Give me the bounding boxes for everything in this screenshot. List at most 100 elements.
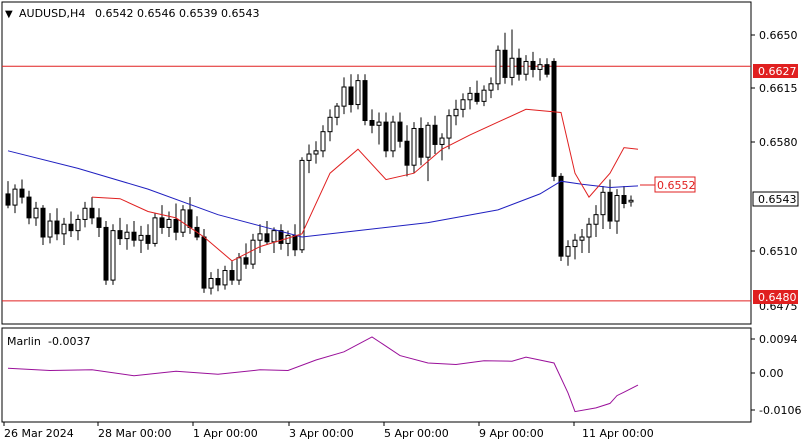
indicator-panel-frame — [1, 327, 752, 423]
upper-level-label: 0.6627 — [758, 65, 797, 78]
candle-body — [138, 234, 144, 241]
candle-body — [530, 60, 536, 70]
candle-body — [383, 121, 389, 152]
candle-body — [19, 188, 25, 198]
candle-body — [334, 105, 340, 118]
ma-callout-box — [654, 176, 696, 193]
candle-body — [579, 236, 585, 241]
symbol-label: AUDUSD,H4 — [19, 7, 85, 20]
candle-body — [159, 217, 165, 228]
candle-body — [215, 278, 221, 286]
lower-level-label-box — [753, 290, 798, 304]
candle-body — [75, 218, 81, 232]
candle-body — [110, 230, 116, 281]
candle-body — [593, 214, 599, 225]
candle-body — [411, 127, 417, 166]
time-label: 11 Apr 00:00 — [582, 427, 654, 440]
candle-body — [33, 207, 39, 219]
candle-body — [425, 124, 431, 158]
candle-body — [306, 153, 312, 161]
candle-body — [40, 207, 46, 238]
price-panel-frame — [1, 1, 752, 325]
ohlc-low: 0.6539 — [179, 7, 218, 20]
candle-body — [453, 108, 459, 117]
current-price-label-box — [752, 191, 799, 207]
candle-body — [166, 218, 172, 228]
candle-body — [502, 49, 508, 78]
candle-body — [467, 92, 473, 101]
candle-body — [285, 234, 291, 244]
indicator-tick: -0.0106 — [759, 404, 801, 417]
candle-body — [614, 195, 620, 222]
candle-body — [222, 270, 228, 286]
time-label: 5 Apr 00:00 — [384, 427, 449, 440]
price-tick: 0.6510 — [759, 245, 798, 258]
candle-body — [537, 64, 543, 70]
price-tick: 0.6615 — [759, 82, 798, 95]
candle-body — [201, 236, 207, 289]
candle-body — [103, 226, 109, 281]
time-axis: 26 Mar 2024 28 Mar 00:00 1 Apr 00:00 3 A… — [3, 422, 654, 440]
candle-body — [348, 86, 354, 106]
moving-average-blue — [7, 150, 639, 238]
candle-body — [180, 209, 186, 233]
candle-body — [558, 175, 564, 257]
candle-body — [236, 257, 242, 281]
candle-body — [131, 231, 137, 241]
candle-body — [586, 223, 592, 238]
candle-body — [264, 233, 270, 243]
candle-body — [187, 209, 193, 228]
candle-body — [292, 234, 298, 251]
candle-body — [628, 199, 634, 203]
candle-body — [5, 193, 11, 206]
time-label: 1 Apr 00:00 — [193, 427, 258, 440]
moving-average-red — [91, 108, 639, 262]
time-label: 28 Mar 00:00 — [98, 427, 171, 440]
upper-level-label-box — [753, 64, 798, 78]
candle-body — [600, 191, 606, 216]
candle-body — [82, 207, 88, 220]
candle-body — [551, 60, 557, 177]
candle-body — [488, 83, 494, 91]
candle-body — [173, 218, 179, 233]
time-label: 26 Mar 2024 — [4, 427, 74, 440]
candle-body — [117, 230, 123, 240]
candle-body — [243, 257, 249, 265]
candle-body — [327, 116, 333, 133]
candle-body — [390, 121, 396, 152]
candle-body — [278, 230, 284, 244]
candle-body — [96, 217, 102, 228]
candle-body — [61, 223, 67, 235]
candle-body — [607, 191, 613, 222]
candle-body — [418, 127, 424, 158]
ohlc-close: 0.6543 — [221, 7, 260, 20]
candle-body — [446, 115, 452, 139]
candle-body — [124, 231, 130, 240]
candle-body — [621, 195, 627, 204]
candle-body — [47, 220, 53, 238]
indicator-axis: 0.0094 0.00 -0.0106 — [751, 333, 801, 417]
candle-body — [544, 64, 550, 75]
candle-body — [572, 239, 578, 248]
candle-body — [89, 207, 95, 219]
candle-body — [404, 140, 410, 166]
candle-body — [460, 99, 466, 110]
ohlc-high: 0.6546 — [137, 7, 176, 20]
candle-body — [145, 234, 151, 244]
indicator-name: Marlin — [7, 335, 41, 348]
lower-level-label: 0.6480 — [758, 291, 797, 304]
candle-body — [68, 223, 74, 232]
marlin-oscillator-line — [7, 336, 639, 413]
indicator-tick: 0.0094 — [759, 333, 798, 346]
candle-body — [341, 86, 347, 107]
candle-body — [362, 80, 368, 122]
candle-body — [271, 230, 277, 243]
collapse-triangle-icon[interactable]: ▼ — [5, 9, 13, 20]
candle-body — [481, 89, 487, 102]
candle-body — [495, 49, 501, 85]
price-tick: 0.6580 — [759, 136, 798, 149]
candle-body — [397, 121, 403, 142]
candle-body — [152, 217, 158, 244]
candle-body — [355, 80, 361, 106]
